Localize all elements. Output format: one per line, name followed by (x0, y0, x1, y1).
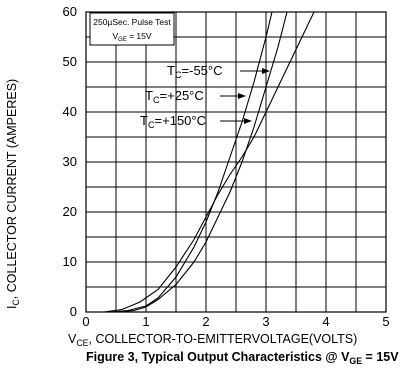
series-label-minus55: TC=-55°C (167, 63, 223, 80)
series-line-2 (103, 11, 315, 313)
y-tick-label: 30 (63, 154, 77, 169)
x-tick-label: 5 (382, 314, 389, 329)
annotation-plus150: TC=+150°C (140, 113, 252, 130)
x-tick-label: 2 (202, 314, 209, 329)
series-line-1 (109, 11, 273, 313)
y-tick-label: 20 (63, 204, 77, 219)
figure-caption: Figure 3, Typical Output Characteristics… (86, 350, 399, 366)
x-tick-label: 3 (262, 314, 269, 329)
series-label-plus25: TC=+25°C (145, 88, 204, 105)
series-line-0 (115, 11, 288, 313)
info-box-line1: 250µSec. Pulse Test (93, 17, 171, 27)
info-box-line2: VGE = 15V (112, 31, 151, 43)
y-axis-title: IC, COLLECTOR CURRENT (AMPERES) (5, 79, 21, 309)
y-tick-labels: 0 10 20 30 40 50 60 (63, 4, 77, 319)
info-box: 250µSec. Pulse Test VGE = 15V (89, 12, 175, 46)
grid (86, 12, 386, 312)
x-axis-title: VCE, COLLECTOR-TO-EMITTERVOLTAGE(VOLTS) (68, 332, 357, 348)
x-tick-label: 0 (82, 314, 89, 329)
y-tick-label: 60 (63, 4, 77, 19)
x-tick-labels: 0 1 2 3 4 5 (82, 314, 389, 329)
x-tick-label: 1 (142, 314, 149, 329)
y-tick-label: 10 (63, 254, 77, 269)
plot-frame (85, 11, 387, 313)
annotation-plus25: TC=+25°C (145, 88, 246, 105)
curves (103, 11, 315, 313)
x-tick-label: 4 (322, 314, 329, 329)
annotation-minus55: TC=-55°C (167, 63, 270, 80)
series-label-plus150: TC=+150°C (140, 113, 206, 130)
y-tick-label: 50 (63, 54, 77, 69)
y-tick-label: 40 (63, 104, 77, 119)
y-tick-label: 0 (70, 304, 77, 319)
